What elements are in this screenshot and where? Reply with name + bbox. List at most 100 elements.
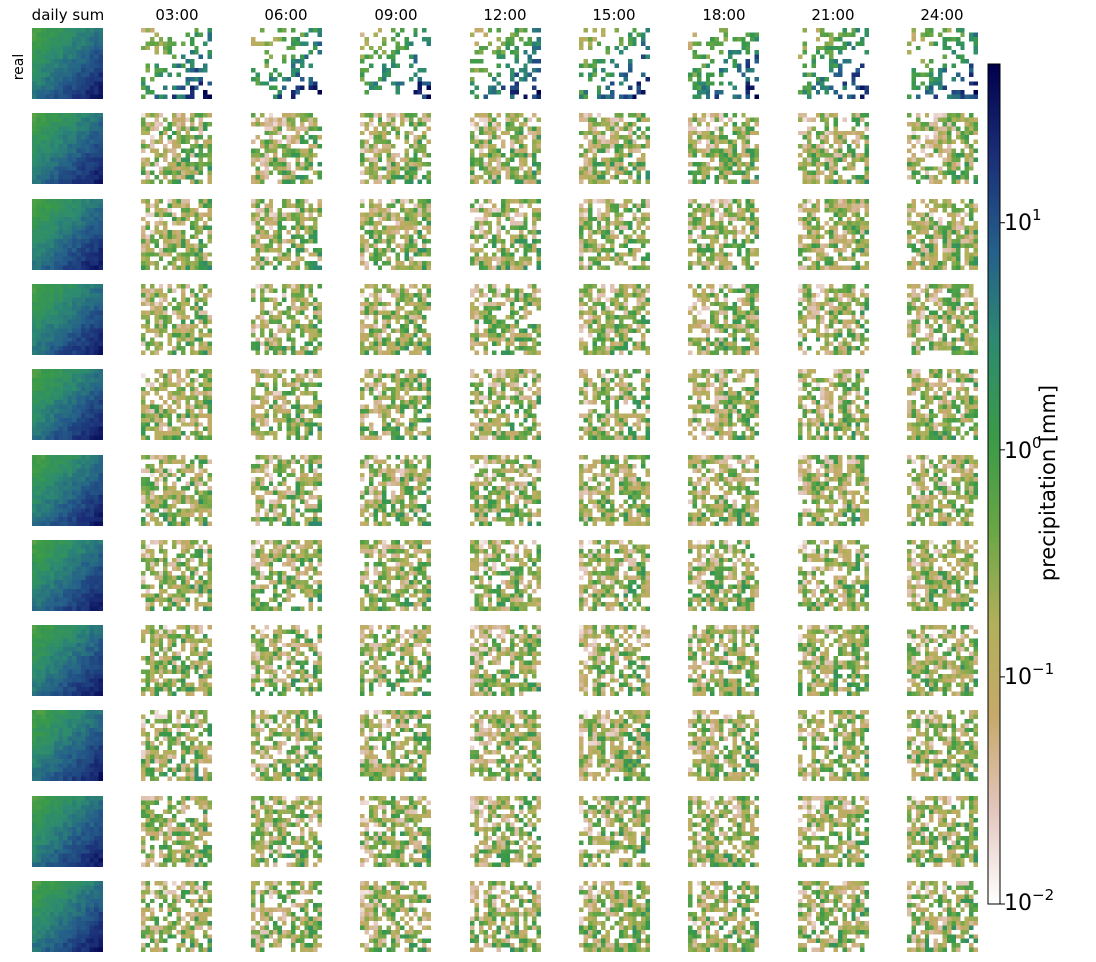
map-cell	[281, 113, 287, 118]
map-cell	[828, 94, 834, 99]
map-cell	[277, 131, 282, 136]
map-cell	[145, 198, 151, 204]
map-cell	[859, 90, 865, 95]
map-cell	[308, 59, 313, 64]
map-cell	[36, 139, 41, 145]
map-cell	[907, 63, 912, 68]
map-cell	[907, 131, 912, 136]
map-cell	[737, 135, 742, 140]
map-cell	[522, 67, 528, 73]
map-cell	[960, 144, 965, 149]
map-cell	[601, 157, 606, 163]
map-cell	[54, 247, 59, 252]
map-cell	[85, 203, 90, 208]
map-cell	[71, 238, 77, 243]
map-cell	[277, 153, 282, 158]
map-cell	[395, 153, 401, 158]
map-cell	[395, 166, 401, 171]
map-cell	[732, 122, 738, 127]
map-cell	[194, 81, 200, 86]
map-cell	[518, 122, 523, 127]
map-cell	[469, 157, 475, 163]
map-cell	[811, 179, 816, 185]
map-cell	[645, 170, 650, 176]
map-cell	[150, 144, 155, 149]
map-cell	[168, 113, 173, 118]
map-cell	[145, 148, 151, 154]
map-cell	[641, 170, 646, 176]
map-cell	[268, 135, 273, 140]
map-cell	[509, 139, 514, 145]
map-cell	[592, 113, 597, 118]
map-cell	[491, 36, 497, 42]
map-cell	[85, 126, 90, 132]
map-cell	[377, 45, 383, 51]
map-cell	[409, 54, 414, 60]
map-cell	[864, 81, 869, 86]
map-cell	[176, 122, 182, 127]
map-cell	[71, 225, 77, 230]
map-cell	[737, 170, 742, 176]
map-cell	[150, 117, 155, 123]
map-cell	[518, 45, 523, 51]
map-cell	[382, 157, 387, 163]
map-cell	[715, 162, 720, 167]
map-cell	[386, 166, 392, 171]
map-cell	[500, 175, 506, 180]
map-cell	[855, 131, 860, 136]
map-cell	[824, 153, 829, 158]
map-cell	[264, 153, 269, 158]
map-cell	[728, 50, 733, 55]
map-cell	[185, 54, 191, 60]
map-cell	[587, 166, 593, 171]
map-cell	[76, 234, 81, 239]
map-cell	[692, 45, 698, 51]
map-cell	[500, 179, 506, 185]
map-cell	[618, 76, 624, 82]
map-cell	[190, 175, 195, 180]
map-cell	[701, 113, 707, 118]
map-cell	[531, 135, 537, 140]
map-cell	[929, 144, 934, 149]
map-cell	[605, 126, 611, 132]
map-cell	[36, 175, 41, 180]
map-cell	[199, 81, 204, 86]
map-cell	[80, 203, 86, 208]
map-cell	[80, 41, 86, 46]
map-cell	[277, 63, 282, 68]
map-cell	[45, 67, 50, 73]
map-cell	[469, 36, 475, 42]
map-cell	[255, 175, 260, 180]
map-cell	[203, 211, 208, 217]
map-cell	[199, 54, 204, 60]
map-cell	[67, 135, 72, 140]
map-cell	[400, 85, 405, 91]
map-cell	[916, 113, 921, 118]
map-cell	[579, 36, 584, 42]
map-cell	[815, 41, 820, 46]
map-cell	[54, 203, 59, 208]
map-cell	[98, 234, 103, 239]
map-cell	[842, 50, 847, 55]
map-cell	[964, 162, 970, 167]
map-cell	[49, 198, 55, 204]
map-cell	[531, 148, 537, 154]
map-cell	[40, 260, 46, 266]
map-cell	[89, 179, 95, 185]
map-cell	[746, 72, 751, 77]
map-cell	[938, 126, 943, 132]
map-cell	[45, 36, 50, 42]
map-cell	[32, 85, 37, 91]
map-cell	[404, 166, 409, 171]
map-cell	[806, 122, 812, 127]
map-cell	[163, 139, 169, 145]
map-cell	[947, 94, 952, 99]
map-cell	[583, 179, 588, 185]
map-cell	[360, 170, 365, 176]
map-cell	[723, 94, 729, 99]
map-cell	[377, 50, 383, 55]
map-cell	[916, 126, 921, 132]
map-cell	[80, 113, 86, 118]
map-cell	[500, 63, 506, 68]
map-cell	[89, 225, 95, 230]
